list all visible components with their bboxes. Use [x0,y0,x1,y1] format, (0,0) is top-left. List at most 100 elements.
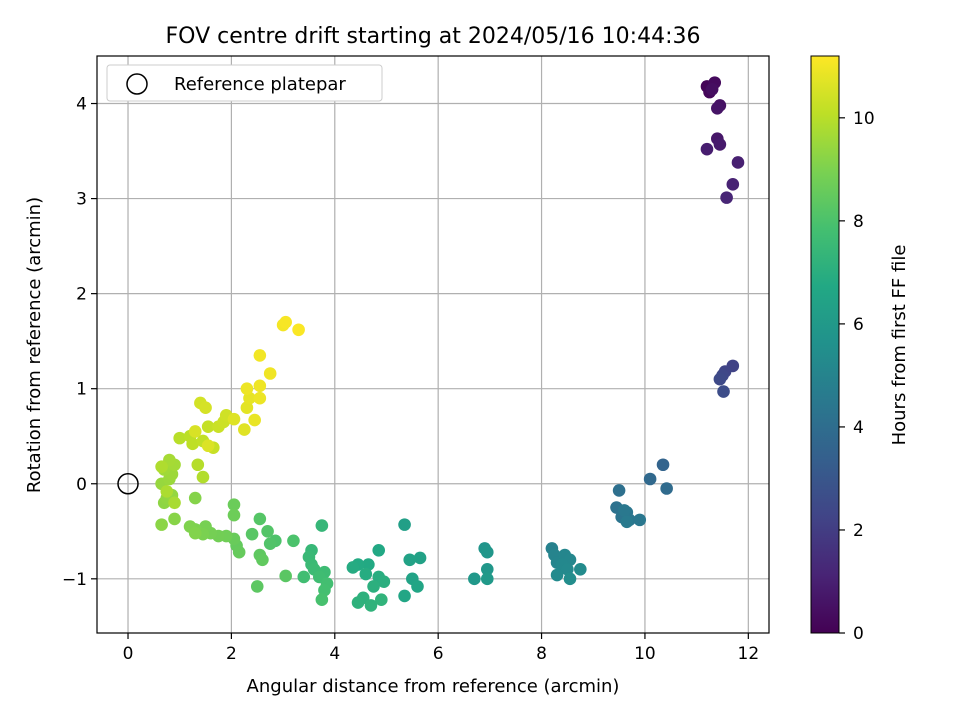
data-point [155,460,168,473]
data-point [201,439,215,453]
colorbar-label: Hours from first FF file [889,245,910,446]
y-tick-label: 3 [76,190,87,210]
data-point [315,593,329,607]
x-tick-label: 6 [433,644,444,664]
data-point [713,372,727,386]
data-point [726,178,740,191]
data-point [240,401,254,415]
colorbar-tick-label: 6 [853,315,864,335]
y-tick-label: 1 [76,380,87,400]
data-point [561,563,574,576]
x-tick-label: 4 [329,644,340,664]
data-point [713,138,727,151]
y-axis-ticks: −1 0 1 2 3 4 [62,95,97,590]
colorbar-gradient [810,55,840,634]
data-point [188,526,202,540]
data-point [227,508,241,522]
data-point [250,580,264,593]
data-point [248,413,261,427]
y-tick-label: 2 [76,285,87,305]
data-point [155,518,168,531]
x-tick-label: 8 [536,644,547,664]
data-point [297,570,311,584]
legend-reference-label: Reference platepar [174,74,346,95]
data-point [253,379,267,393]
x-tick-label: 0 [123,644,134,664]
data-point [243,391,256,405]
data-point [468,572,481,586]
legend: Reference platepar [106,64,383,102]
legend-box [106,64,383,102]
data-point [279,569,292,583]
data-point [292,323,305,337]
data-point [398,589,411,603]
x-axis-ticks: 0 2 4 6 8 10 12 [123,633,760,664]
data-point [612,484,626,497]
data-point [201,420,215,434]
data-point [196,470,210,484]
data-point [346,561,360,574]
data-point [253,512,267,526]
data-point [720,191,733,204]
y-tick-label: −1 [62,570,87,590]
data-point [364,599,378,612]
data-point [367,580,380,593]
x-tick-label: 2 [226,644,237,664]
data-point [263,537,277,550]
data-point [398,518,411,531]
data-point [643,472,657,486]
data-point [731,156,745,169]
data-point [375,593,388,607]
data-point [700,142,714,156]
plot-frame [96,55,770,634]
data-point [660,482,673,495]
y-axis-label: Rotation from reference (arcmin) [24,197,45,493]
data-point [240,382,254,396]
data-point [550,568,564,582]
data-point [232,545,246,559]
data-point [717,385,730,398]
data-point [377,575,391,588]
colorbar-ticks: 0 2 4 6 8 10 [839,109,875,644]
data-point [574,563,587,576]
data-point [563,572,577,586]
colorbar-tick-label: 0 [853,624,864,644]
data-point [173,431,187,445]
data-point [287,534,300,548]
data-point [227,498,241,511]
y-tick-label: 0 [76,475,87,495]
data-point [168,512,181,526]
reference-marker-group [117,473,139,495]
data-point [359,567,373,581]
data-point [403,553,417,567]
data-point [168,496,181,510]
data-point [411,580,424,593]
data-point [318,583,331,597]
data-point [480,545,494,559]
data-point [256,553,269,567]
chart-title: FOV centre drift starting at 2024/05/16 … [166,24,701,49]
data-point [480,563,494,576]
legend-reference-marker [126,73,148,95]
data-points [155,76,745,612]
data-point [188,425,202,438]
x-tick-label: 12 [738,644,760,664]
colorbar-tick-label: 2 [853,521,864,541]
data-point [711,101,724,115]
data-point [238,423,251,436]
data-point [633,513,647,527]
data-point [480,572,494,586]
data-point [351,596,365,609]
data-point [199,401,212,415]
data-point [253,349,267,362]
data-point [245,527,259,541]
data-point [372,543,386,557]
data-point [362,558,375,571]
x-tick-label: 10 [634,644,656,664]
colorbar-tick-label: 10 [853,109,875,129]
data-point [279,315,292,329]
data-point [191,458,205,472]
data-point [315,519,329,532]
